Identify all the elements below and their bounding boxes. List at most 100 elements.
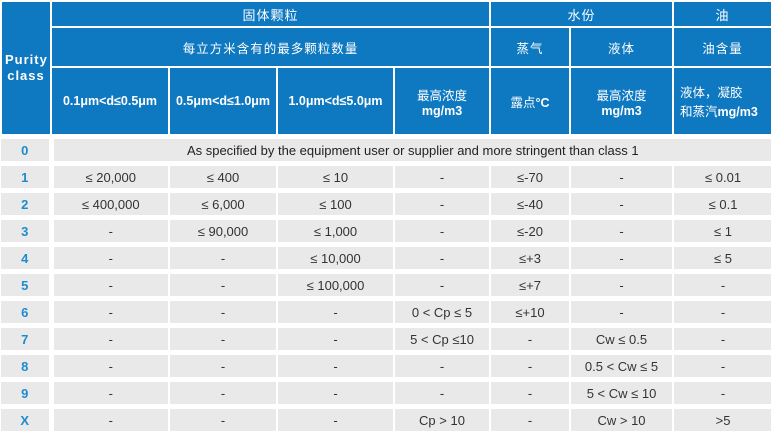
data-cell: - [489,323,572,353]
header-oil-content: 油含量 [672,26,771,68]
data-cell: - [569,215,675,245]
data-cell: 0.5 < Cw ≤ 5 [569,350,675,380]
data-cell: 5 < Cp ≤10 [392,323,492,353]
data-cell: Cp > 10 [392,404,492,431]
data-cell: ≤ 10,000 [276,242,395,272]
table-row: 9-----5 < Cw ≤ 10- [1,377,771,407]
purity-class-value: 0 [1,134,54,164]
purity-class-value: 5 [1,269,54,299]
data-cell: - [50,242,170,272]
liquid-concentration-unit: mg/m3 [601,103,642,118]
purity-class-value: 6 [1,296,54,326]
dew-point-label: 露点 [510,95,536,110]
data-cell: ≤ 10 [276,161,395,191]
data-cell: - [672,350,771,380]
data-cell: ≤+10 [489,296,572,326]
data-cell: - [392,188,492,218]
header-column-row: 0.1μm<d≤0.5μm 0.5μm<d≤1.0μm 1.0μm<d≤5.0μ… [1,66,771,138]
column-header-oil-total: 液体，凝胶 和蒸汽mg/m3 [672,66,771,138]
purity-class-value: 3 [1,215,54,245]
data-cell: - [392,269,492,299]
dew-point-unit: °C [535,95,550,110]
data-cell: ≤ 6,000 [168,188,278,218]
data-cell: - [168,350,278,380]
particle-concentration-label: 最高浓度 [417,88,468,103]
data-cell: - [569,242,675,272]
header-group-solid-particles: 固体颗粒 [49,0,492,28]
data-cell: - [392,161,492,191]
column-header-liquid-max-concentration: 最高浓度 mg/m3 [569,66,675,138]
data-cell: - [489,350,572,380]
data-cell: - [168,404,278,431]
table-header: Purity class 固体颗粒 水份 油 每立方米含有的最多颗粒数量 蒸气 … [0,0,771,138]
purity-class-value: X [1,404,54,431]
header-group-moisture: 水份 [489,0,675,28]
data-cell: ≤-20 [489,215,572,245]
header-group-oil: 油 [672,0,771,28]
table-row: 1 ≤ 20,000 ≤ 400 ≤ 10- ≤-70- ≤ 0.01 [1,161,771,191]
purity-class-value: 9 [1,377,54,407]
data-cell: ≤-40 [489,188,572,218]
data-cell: ≤+3 [489,242,572,272]
column-header-dew-point: 露点°C [489,66,572,138]
data-cell: - [489,404,572,431]
data-cell: ≤ 1,000 [276,215,395,245]
table-row: 7---5 < Cp ≤10- Cw ≤ 0.5- [1,323,771,353]
data-cell: - [392,350,492,380]
data-cell: ≤ 400 [168,161,278,191]
oil-header-line2: 和蒸汽 [680,105,718,119]
table-row: 3- ≤ 90,000 ≤ 1,000- ≤-20- ≤ 1 [1,215,771,245]
data-cell: - [50,296,170,326]
header-group-row: Purity class 固体颗粒 水份 油 [0,0,771,138]
header-liquid: 液体 [569,26,675,68]
table-row: 2 ≤ 400,000 ≤ 6,000 ≤ 100- ≤-40- ≤ 0.1 [1,188,771,218]
data-cell: ≤ 1 [672,215,771,245]
data-cell: - [489,377,572,407]
data-cell: - [50,377,170,407]
class0-description: As specified by the equipment user or su… [49,134,771,164]
data-cell: - [168,242,278,272]
data-cell: - [50,269,170,299]
data-cell: - [672,269,771,299]
data-cell: ≤ 100,000 [276,269,395,299]
table-row: X - - - Cp > 10- Cw > 10 >5 [1,404,771,431]
data-cell: 0 < Cp ≤ 5 [392,296,492,326]
liquid-concentration-label: 最高浓度 [596,88,647,103]
data-cell: - [276,350,395,380]
data-cell: - [569,188,675,218]
data-cell: - [168,377,278,407]
data-cell: - [392,215,492,245]
table-body: 0 As specified by the equipment user or s… [1,134,771,431]
column-header-size2: 0.5μm<d≤1.0μm [168,66,278,138]
data-cell: - [672,377,771,407]
purity-class-value: 2 [1,188,54,218]
data-cell: - [569,161,675,191]
data-cell: ≤-70 [489,161,572,191]
purity-class-value: 7 [1,323,54,353]
header-subgroup-row: 每立方米含有的最多颗粒数量 蒸气 液体 油含量 [1,26,771,68]
purity-class-table: Purity class 固体颗粒 水份 油 每立方米含有的最多颗粒数量 蒸气 … [0,0,771,431]
data-cell: - [50,323,170,353]
data-cell: - [569,296,675,326]
table-row: 5- - ≤ 100,000- ≤+7- - [1,269,771,299]
table-row: 8- - - - -0.5 < Cw ≤ 5- [1,350,771,380]
table-row: 6---0 < Cp ≤ 5 ≤+10- - [1,296,771,326]
data-cell: ≤ 90,000 [168,215,278,245]
data-cell: ≤ 0.01 [672,161,771,191]
column-header-size1: 0.1μm<d≤0.5μm [50,66,170,138]
data-cell: >5 [672,404,771,431]
data-cell: ≤ 400,000 [50,188,170,218]
purity-class-value: 1 [1,161,54,191]
table-row: 4- - ≤ 10,000- ≤+3- ≤ 5 [1,242,771,272]
oil-header-line1: 液体，凝胶 [680,86,743,100]
data-cell: - [672,323,771,353]
data-cell: - [392,377,492,407]
column-header-size3: 1.0μm<d≤5.0μm [276,66,395,138]
data-cell: ≤ 100 [276,188,395,218]
corner-header-purity-class: Purity class [0,0,52,138]
purity-class-value: 8 [1,350,54,380]
data-cell: - [168,269,278,299]
data-cell: - [276,377,395,407]
header-vapor: 蒸气 [489,26,572,68]
purity-class-value: 4 [1,242,54,272]
